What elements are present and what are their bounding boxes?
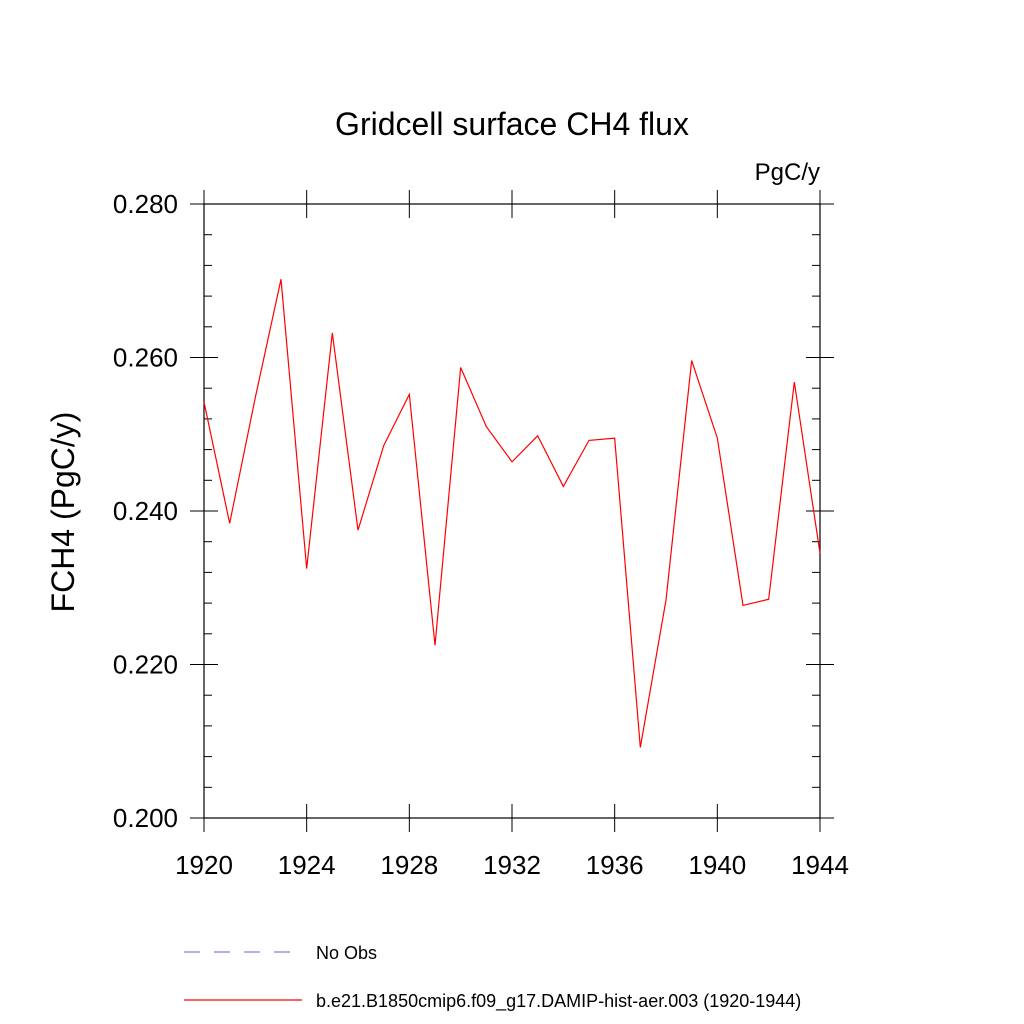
- y-axis-label: FCH4 (PgC/y): [45, 412, 81, 613]
- chart-title: Gridcell surface CH4 flux: [335, 106, 689, 142]
- y-tick-label: 0.260: [113, 343, 178, 373]
- x-tick-label: 1936: [586, 850, 644, 880]
- series-line: [203, 279, 821, 748]
- x-tick-label: 1932: [483, 850, 541, 880]
- legend-label: No Obs: [316, 943, 377, 963]
- y-tick-label: 0.200: [113, 803, 178, 833]
- y-tick-label: 0.280: [113, 189, 178, 219]
- y-tick-label: 0.220: [113, 650, 178, 680]
- legend: No Obs b.e21.B1850cmip6.f09_g17.DAMIP-his…: [184, 943, 801, 1012]
- plot-axes: [203, 203, 821, 819]
- data-series: [203, 279, 821, 748]
- x-tick-label: 1928: [380, 850, 438, 880]
- legend-label: b.e21.B1850cmip6.f09_g17.DAMIP-hist-aer.…: [316, 991, 801, 1012]
- x-tick-label: 1920: [175, 850, 233, 880]
- axis-ticks: 0.200 0.220 0.240 0.260 0.280 1920 1924 1928 193…: [113, 189, 849, 880]
- x-tick-label: 1924: [278, 850, 336, 880]
- y-tick-label: 0.240: [113, 496, 178, 526]
- x-tick-label: 1944: [791, 850, 849, 880]
- x-tick-label: 1940: [688, 850, 746, 880]
- units-label: PgC/y: [755, 159, 820, 186]
- plot-frame: [203, 203, 821, 819]
